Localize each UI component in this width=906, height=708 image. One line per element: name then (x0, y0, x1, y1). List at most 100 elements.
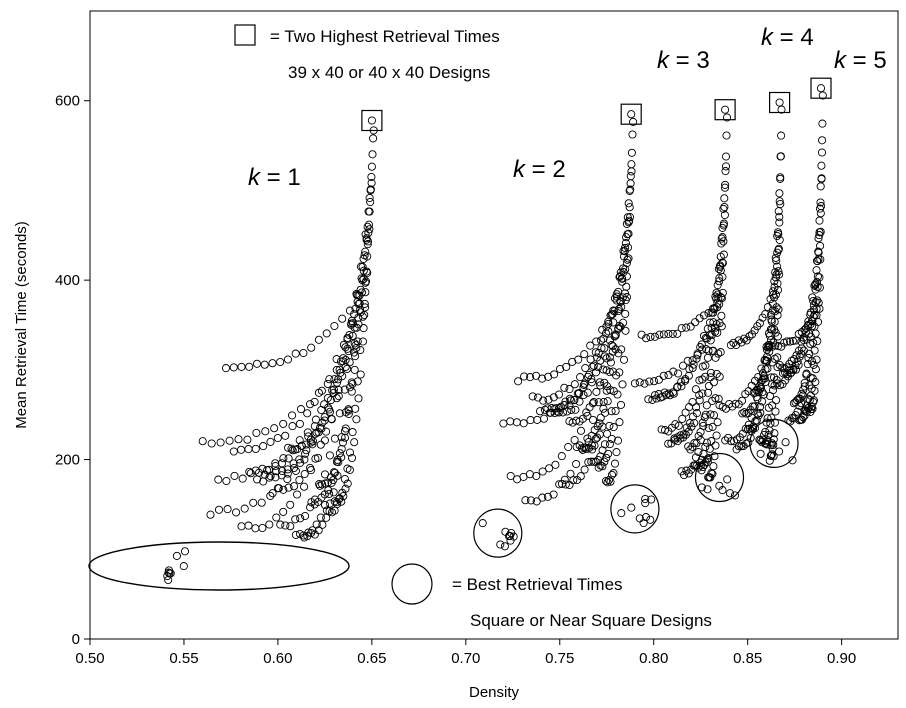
data-point (343, 344, 352, 353)
data-point (625, 203, 634, 212)
data-point (607, 470, 617, 479)
data-point (539, 396, 548, 405)
data-point (617, 274, 626, 283)
data-point (753, 322, 762, 331)
data-point (721, 162, 731, 171)
data-point (772, 396, 781, 405)
data-point (289, 482, 299, 491)
data-point (232, 508, 241, 517)
data-point (338, 357, 347, 366)
data-point (329, 388, 338, 397)
data-point (560, 383, 569, 392)
data-point (276, 357, 285, 367)
data-point (791, 336, 800, 345)
data-point (307, 343, 316, 352)
data-point (361, 278, 370, 287)
data-point (310, 397, 319, 406)
data-point (543, 404, 552, 413)
data-point (699, 311, 709, 320)
data-point (594, 348, 603, 358)
data-point (501, 527, 510, 536)
data-point (593, 422, 602, 431)
data-point (718, 288, 727, 297)
data-point (308, 440, 317, 449)
data-point (609, 469, 618, 478)
data-point (230, 471, 239, 480)
data-point (583, 411, 592, 420)
data-point (816, 209, 825, 218)
data-point (621, 309, 630, 318)
data-point (629, 117, 638, 126)
data-point (363, 222, 372, 231)
data-point (721, 180, 730, 189)
data-point (775, 98, 784, 107)
data-point (551, 460, 560, 469)
data-point (571, 405, 580, 414)
data-point (549, 393, 558, 402)
data-point (715, 372, 724, 381)
data-point (709, 346, 718, 355)
data-point (606, 311, 615, 320)
data-point (773, 353, 782, 362)
data-point (613, 436, 623, 445)
data-point (281, 521, 290, 530)
data-point (738, 429, 747, 438)
data-point (817, 161, 826, 170)
data-point (251, 444, 260, 453)
data-point (505, 531, 514, 540)
data-point (622, 219, 631, 228)
data-point (627, 148, 636, 157)
data-point (659, 330, 668, 339)
data-point (554, 408, 563, 417)
data-point (347, 378, 356, 387)
data-point (734, 336, 743, 345)
data-point (575, 441, 584, 450)
data-point (709, 318, 718, 327)
data-point (711, 441, 720, 450)
data-point (717, 311, 726, 320)
data-point (332, 378, 342, 387)
data-point (646, 515, 655, 524)
data-point (814, 298, 823, 307)
data-point (731, 399, 740, 408)
data-point (750, 402, 759, 411)
data-point (315, 423, 325, 432)
data-point (343, 335, 352, 344)
data-point (358, 276, 367, 285)
data-point (514, 377, 523, 386)
data-point (570, 396, 579, 405)
data-point (322, 329, 331, 338)
data-point (679, 433, 688, 442)
x-axis-title: Density (469, 684, 520, 701)
data-point (560, 475, 569, 484)
data-point (355, 299, 364, 308)
data-point (771, 290, 780, 299)
data-point (279, 507, 288, 516)
data-point (284, 483, 293, 492)
data-point (207, 439, 216, 448)
data-point (610, 459, 620, 468)
data-point (284, 454, 293, 463)
data-point (566, 396, 576, 405)
data-point (289, 459, 298, 468)
data-point (718, 258, 727, 267)
data-point (802, 370, 811, 379)
data-point (662, 390, 671, 400)
data-point (701, 361, 710, 370)
data-point (615, 368, 624, 377)
data-point (639, 518, 648, 528)
data-point (367, 116, 376, 125)
data-point (364, 207, 373, 216)
data-point (698, 375, 707, 384)
data-point (729, 338, 738, 347)
data-point (568, 357, 577, 366)
data-point (296, 514, 305, 523)
data-point (229, 447, 238, 456)
data-point (747, 330, 757, 339)
data-point (796, 394, 805, 403)
data-point (807, 357, 817, 366)
data-point (701, 442, 710, 451)
data-point (664, 439, 673, 448)
highest-time-marker (810, 77, 832, 99)
data-point (603, 397, 612, 406)
